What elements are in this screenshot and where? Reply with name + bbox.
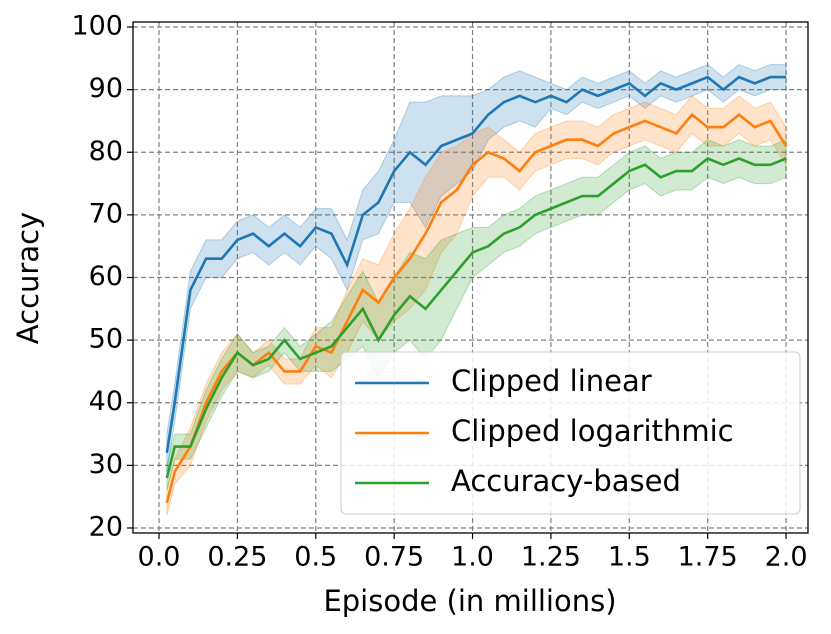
- confidence-band: [166, 95, 787, 516]
- y-tick-label: 80: [89, 136, 123, 167]
- x-tick-label: 0.75: [364, 542, 424, 573]
- x-tick-label: 0.25: [207, 542, 267, 573]
- x-tick-label: 1.75: [678, 542, 738, 573]
- legend-label: Clipped linear: [451, 364, 652, 398]
- x-tick-label: 1.0: [451, 542, 494, 573]
- y-tick-label: 40: [89, 386, 123, 417]
- x-axis-label: Episode (in millions): [323, 584, 616, 618]
- legend-label: Clipped logarithmic: [451, 414, 734, 448]
- plot-frame: [132, 21, 809, 534]
- x-tick-label: 1.5: [608, 542, 651, 573]
- x-tick-label: 0.0: [138, 542, 181, 573]
- legend-label: Accuracy-based: [451, 464, 681, 498]
- y-tick-label: 30: [89, 449, 123, 480]
- line: [165, 157, 787, 479]
- line: [165, 112, 788, 504]
- legend-box: [340, 351, 801, 515]
- y-tick-label: 60: [89, 261, 123, 292]
- x-tick-label: 2.0: [765, 542, 808, 573]
- y-axis-label: Accuracy: [11, 212, 45, 344]
- y-tick-label: 20: [89, 511, 123, 542]
- x-tick-label: 1.25: [521, 542, 581, 573]
- x-tick-label: 0.5: [294, 542, 337, 573]
- line: [165, 75, 787, 454]
- confidence-band: [166, 64, 787, 472]
- y-tick-label: 90: [89, 73, 123, 104]
- y-tick-label: 100: [71, 11, 123, 42]
- y-tick-label: 50: [89, 324, 123, 355]
- y-tick-label: 70: [89, 198, 123, 229]
